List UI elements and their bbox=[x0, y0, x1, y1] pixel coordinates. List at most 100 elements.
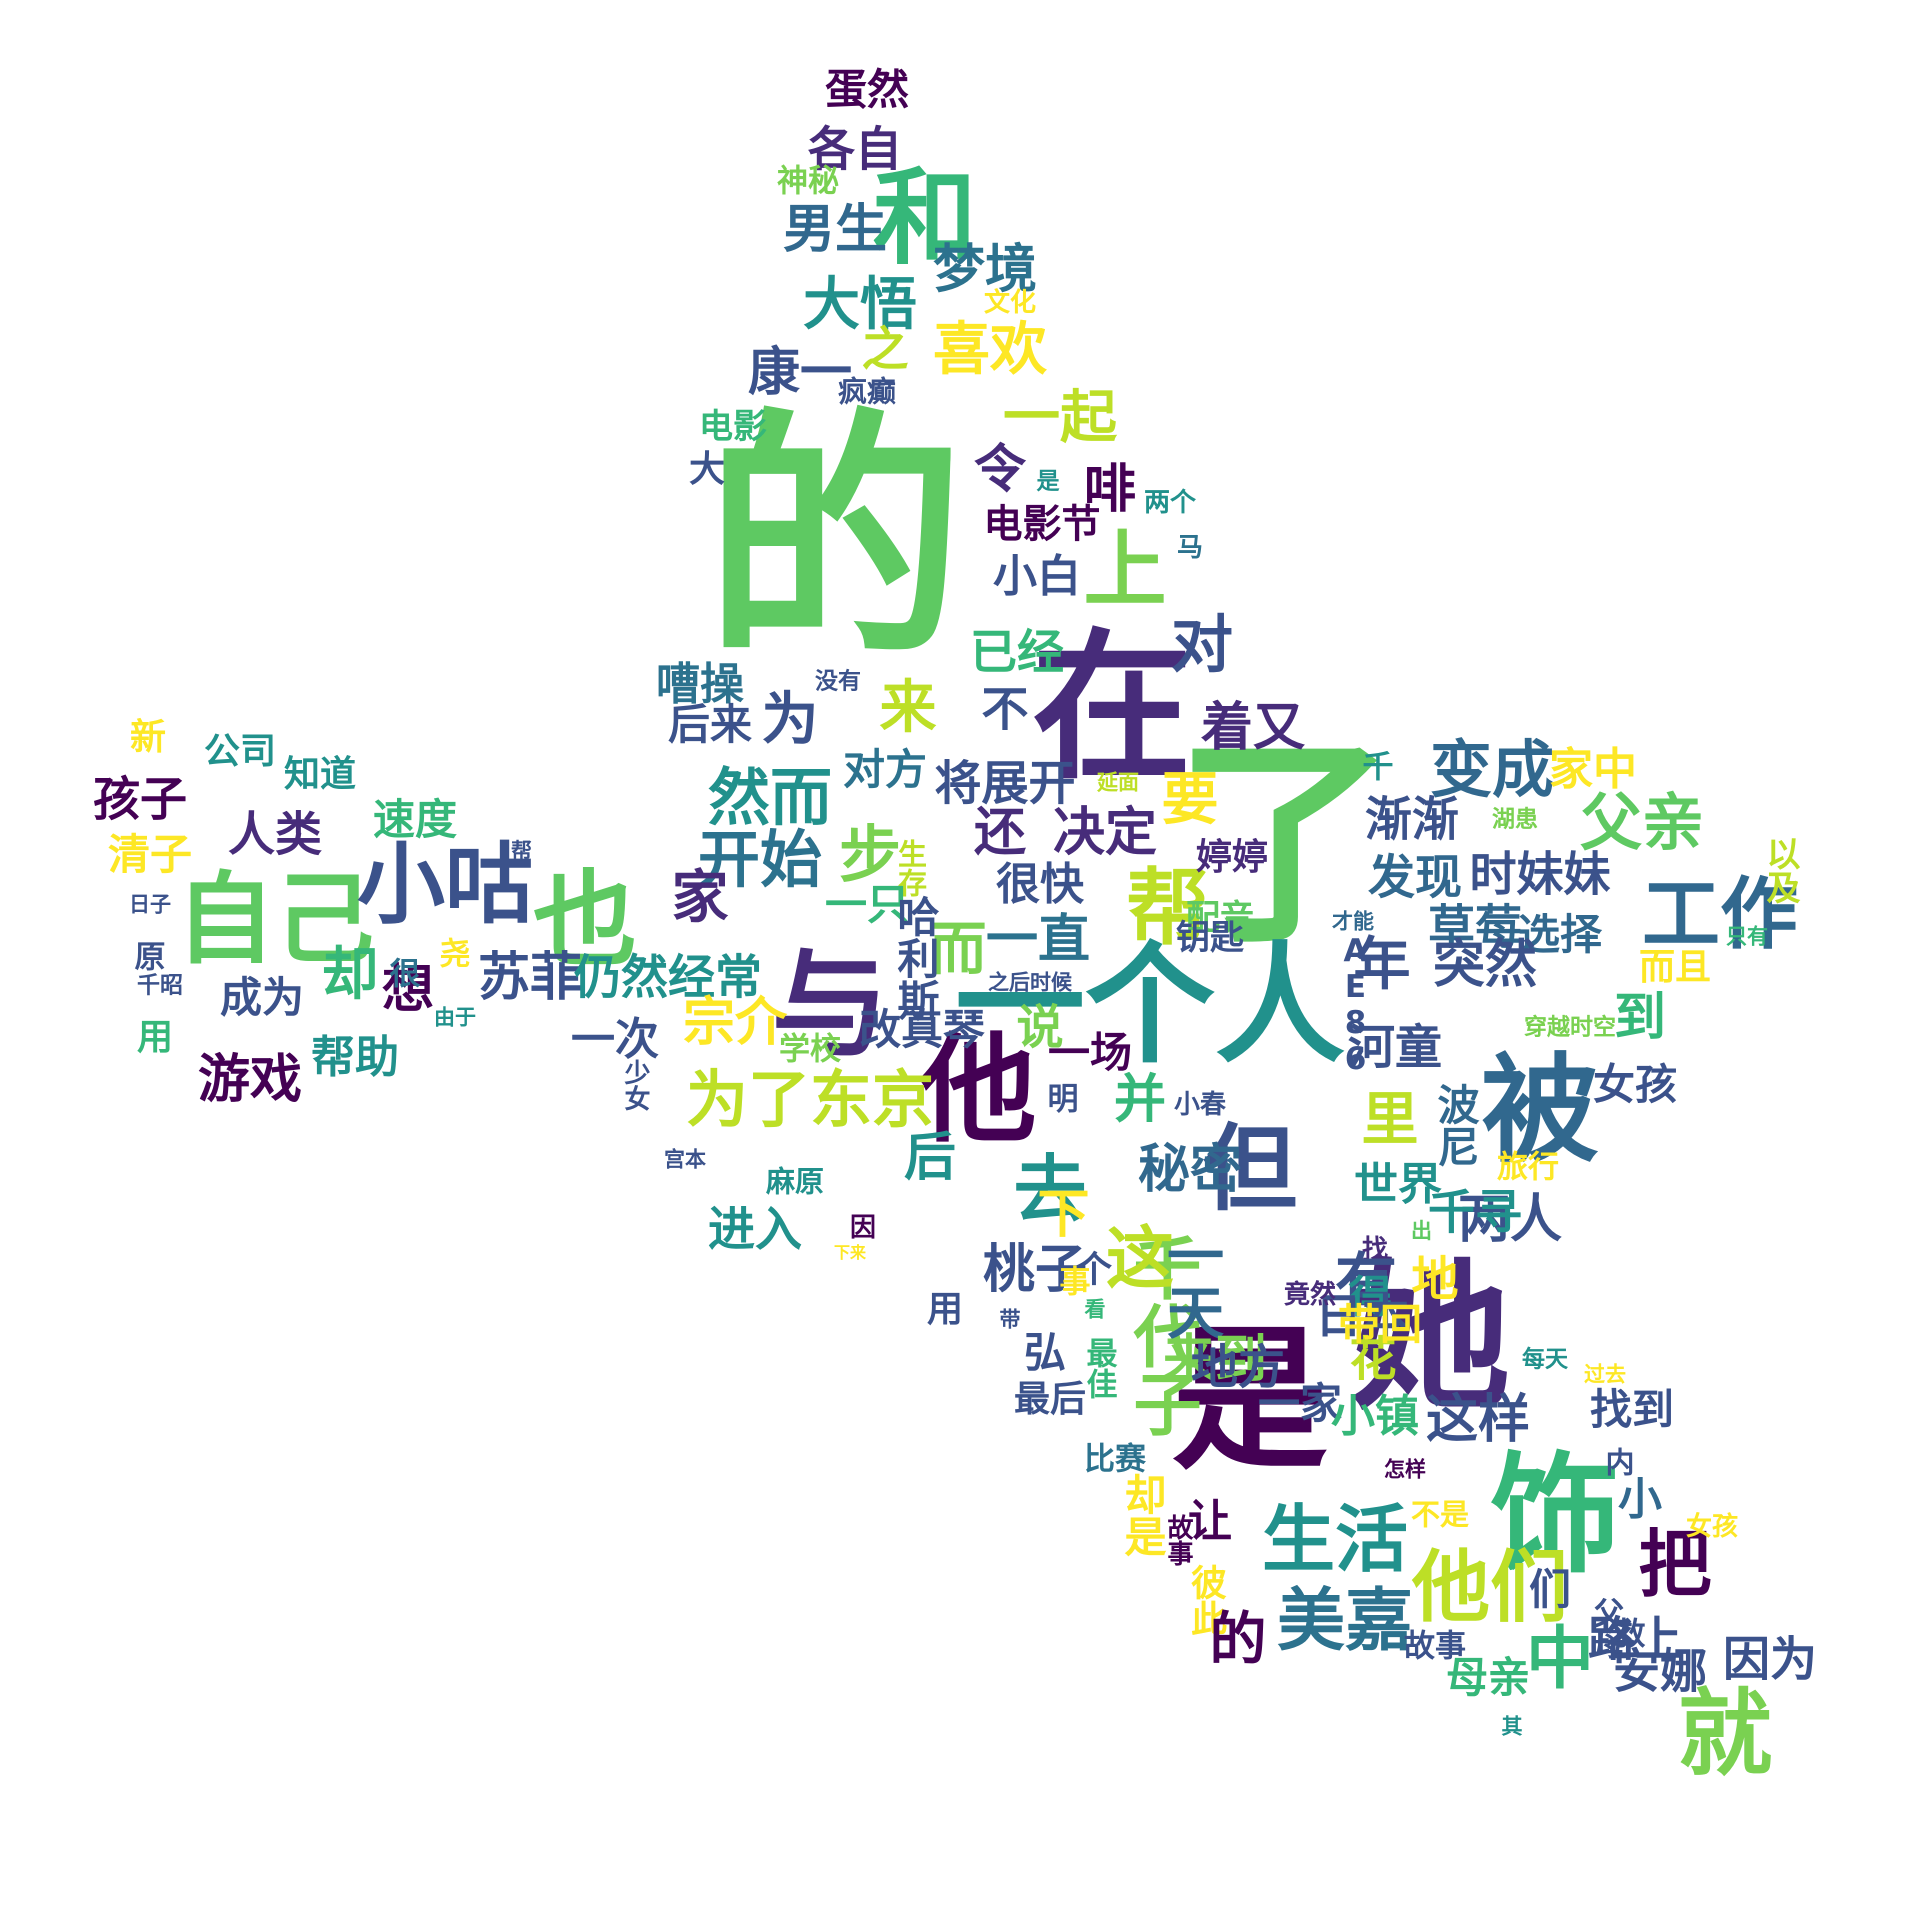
word-cloud-word: 一次 bbox=[571, 1014, 659, 1065]
word-cloud-word: 却 bbox=[321, 941, 379, 1008]
word-cloud-word: 湖患 bbox=[1492, 806, 1538, 833]
word-cloud-word: 步 bbox=[838, 818, 902, 891]
word-cloud-word: 后来 bbox=[667, 700, 753, 749]
word-cloud-word: 发现 bbox=[1368, 850, 1462, 906]
word-cloud-word: 选择 bbox=[1517, 910, 1603, 959]
word-cloud-word: 他 bbox=[919, 1021, 1037, 1159]
word-cloud-word: 进入 bbox=[708, 1202, 802, 1258]
word-cloud-word: 饰 bbox=[1489, 1439, 1621, 1591]
word-cloud-word: 每天 bbox=[1522, 1346, 1568, 1373]
word-cloud-word: 下来 bbox=[833, 1243, 867, 1262]
word-cloud-word: 到 bbox=[1613, 988, 1667, 1048]
word-cloud-word: 一只 bbox=[824, 880, 910, 929]
word-cloud-word: 地 bbox=[1411, 1252, 1459, 1308]
word-cloud-word: 而且 bbox=[1638, 947, 1712, 988]
word-cloud-word: 带 bbox=[999, 1307, 1021, 1332]
word-cloud-word: 因为 bbox=[1723, 1632, 1817, 1688]
word-cloud-word: 用 bbox=[136, 1017, 174, 1058]
word-cloud-word: 生活 bbox=[1262, 1497, 1408, 1583]
word-cloud-word: 找到 bbox=[1589, 1385, 1675, 1434]
word-cloud-word: 最佳 bbox=[1080, 1337, 1117, 1399]
word-cloud-word: 也 bbox=[532, 859, 638, 981]
word-cloud-word: 有 bbox=[1324, 1249, 1397, 1311]
word-cloud-word: 要 bbox=[1161, 766, 1219, 833]
word-cloud-word: 个 bbox=[1070, 1250, 1111, 1286]
word-cloud-word: 千代子 bbox=[1121, 1233, 1200, 1437]
word-cloud-word: 日子 bbox=[129, 892, 171, 917]
word-cloud-word: 女孩 bbox=[1592, 1060, 1678, 1109]
word-cloud-word: 还 bbox=[973, 803, 1027, 863]
word-cloud-word: 是 bbox=[1172, 1309, 1328, 1491]
word-cloud-word: 时妹妹 bbox=[1469, 847, 1611, 903]
word-cloud-word: 各自 bbox=[808, 122, 902, 178]
word-cloud-word: 大 bbox=[688, 449, 726, 490]
word-cloud-word: 安娜 bbox=[1613, 1644, 1707, 1700]
word-cloud-word: 不 bbox=[981, 682, 1029, 738]
word-cloud-word: 穿越时空 bbox=[1524, 1014, 1616, 1041]
word-cloud-word: 为 bbox=[761, 686, 819, 753]
word-cloud-word: 草莓 bbox=[1428, 900, 1522, 956]
word-cloud-word: 最后 bbox=[1013, 1379, 1087, 1420]
word-cloud-word: 麻原 bbox=[765, 1164, 825, 1199]
word-cloud-word: 美嘉 bbox=[1276, 1582, 1414, 1661]
word-cloud-word: 日本 bbox=[1315, 1289, 1409, 1345]
word-cloud-word: 与 bbox=[771, 936, 889, 1074]
word-cloud-word: 开始 bbox=[697, 823, 823, 896]
word-cloud-word: 苏菲 bbox=[477, 948, 583, 1008]
word-cloud-word: 宫本 bbox=[664, 1147, 706, 1172]
word-cloud-word: 弘 bbox=[1023, 1328, 1067, 1377]
word-cloud-word: 小 bbox=[1618, 1474, 1662, 1525]
word-cloud-word: 明 bbox=[1047, 1081, 1079, 1118]
word-cloud-word: 已经 bbox=[970, 625, 1064, 681]
word-cloud-word: 一天 bbox=[1157, 1226, 1224, 1340]
word-cloud-word: 里 bbox=[1361, 1086, 1419, 1153]
word-cloud-word: 渐渐 bbox=[1365, 792, 1459, 848]
word-cloud-word: 游戏 bbox=[197, 1050, 303, 1110]
word-cloud-word: 一家 bbox=[1257, 1379, 1343, 1428]
word-cloud-word: 但 bbox=[1202, 1115, 1298, 1224]
word-cloud-word: 电影 bbox=[699, 407, 767, 447]
word-cloud-word: 故事 bbox=[1404, 1628, 1466, 1665]
word-cloud-word: 的 bbox=[1209, 1606, 1267, 1673]
word-cloud-word: 想 bbox=[381, 960, 435, 1020]
word-cloud-word: 去 bbox=[1013, 1147, 1087, 1233]
word-cloud-word: 改真琴 bbox=[858, 1005, 986, 1054]
word-cloud-word: 年 bbox=[1353, 931, 1411, 998]
word-cloud-word: 没有 bbox=[815, 668, 861, 695]
word-cloud-word: 生存 bbox=[893, 839, 928, 897]
word-cloud-word: 竟然 bbox=[1283, 1280, 1337, 1310]
word-cloud-word: 公司 bbox=[203, 731, 277, 772]
word-cloud-word: 清子 bbox=[107, 830, 193, 879]
word-cloud-word: 决定 bbox=[1052, 803, 1158, 863]
word-cloud-word: 们 bbox=[1528, 1565, 1572, 1614]
word-cloud-word: 家 bbox=[671, 864, 729, 931]
word-cloud-word: 之后时候 bbox=[988, 970, 1072, 995]
word-cloud-word: AE86 bbox=[1337, 933, 1374, 1077]
word-cloud-word: 来 bbox=[879, 674, 937, 741]
word-cloud-word: 把 bbox=[1638, 1522, 1712, 1608]
word-cloud-word: 神秘 bbox=[777, 163, 839, 200]
word-cloud-word: 地方 bbox=[1191, 1340, 1285, 1396]
word-cloud-word: 很 bbox=[389, 956, 421, 993]
word-cloud-word: 人类 bbox=[228, 807, 322, 863]
word-cloud-word: 将展开 bbox=[934, 756, 1076, 812]
word-cloud-word: 帮 bbox=[508, 839, 533, 861]
word-cloud-word: 马 bbox=[1176, 533, 1204, 563]
word-cloud-word: 少女 bbox=[620, 1059, 650, 1111]
word-cloud-word: 哈利斯 bbox=[891, 895, 940, 1021]
word-cloud-word: 来到 bbox=[1162, 1330, 1268, 1390]
word-cloud-word: 却是 bbox=[1118, 1473, 1167, 1557]
word-cloud-word: 后 bbox=[903, 1128, 957, 1188]
word-cloud-word: 自己 bbox=[176, 862, 374, 978]
word-cloud-word: 不是 bbox=[1410, 1497, 1470, 1532]
word-cloud-word: 彼此 bbox=[1185, 1564, 1226, 1636]
word-cloud-word: 成为 bbox=[219, 973, 305, 1022]
word-cloud-word: 她 bbox=[1349, 1244, 1511, 1432]
word-cloud-word: 上 bbox=[1083, 521, 1167, 619]
word-cloud-word: 宗介 bbox=[682, 993, 788, 1053]
word-cloud-word: 疯癫 bbox=[837, 374, 897, 409]
word-cloud-word: 出 bbox=[1408, 1219, 1433, 1241]
word-cloud-word: 只有 bbox=[1726, 924, 1768, 949]
word-cloud-word: 家中 bbox=[1549, 744, 1637, 795]
